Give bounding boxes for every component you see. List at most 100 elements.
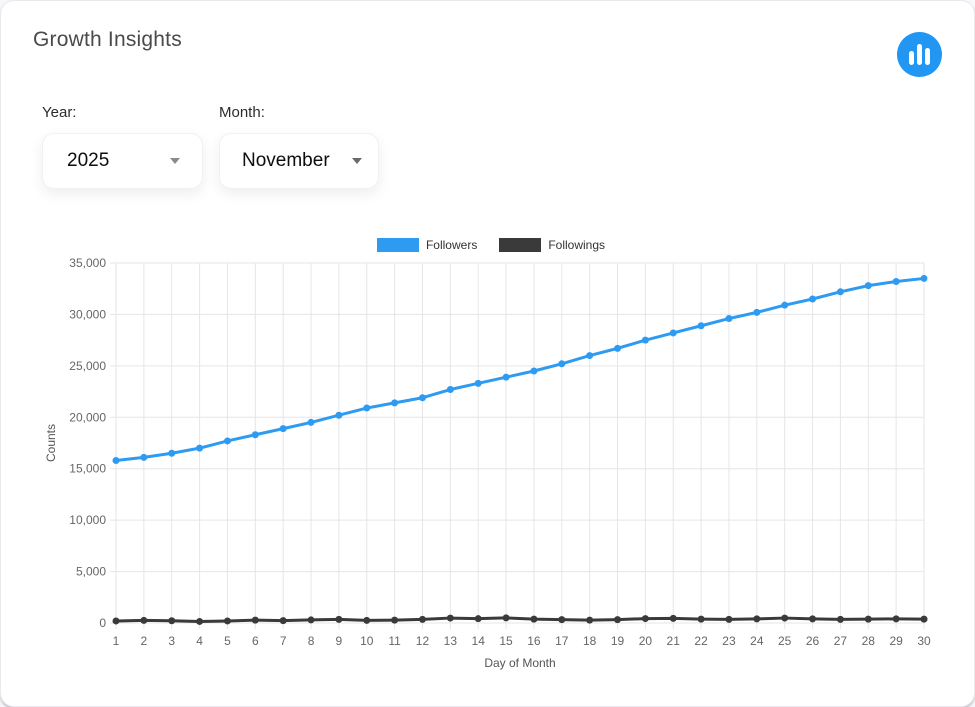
- x-tick-label: 22: [694, 634, 708, 648]
- data-point-followers[interactable]: [223, 437, 231, 445]
- data-point-followers[interactable]: [502, 373, 510, 381]
- data-point-followers[interactable]: [446, 386, 454, 394]
- data-point-followers[interactable]: [140, 453, 148, 461]
- y-axis-title: Counts: [44, 424, 58, 462]
- x-tick-label: 15: [499, 634, 513, 648]
- y-tick-label: 5,000: [76, 565, 106, 579]
- data-point-followings[interactable]: [446, 614, 454, 622]
- data-point-followings[interactable]: [781, 614, 789, 622]
- bar-chart-icon-bar: [909, 51, 914, 65]
- data-point-followers[interactable]: [836, 288, 844, 296]
- data-point-followers[interactable]: [725, 315, 733, 323]
- data-point-followings[interactable]: [530, 615, 538, 623]
- data-point-followings[interactable]: [168, 617, 176, 625]
- data-point-followings[interactable]: [251, 616, 259, 624]
- x-tick-label: 5: [224, 634, 231, 648]
- data-point-followers[interactable]: [669, 329, 677, 337]
- data-point-followings[interactable]: [418, 615, 426, 623]
- x-tick-label: 24: [750, 634, 764, 648]
- y-tick-label: 15,000: [69, 462, 106, 476]
- data-point-followers[interactable]: [641, 336, 649, 344]
- data-point-followers[interactable]: [809, 295, 817, 303]
- data-point-followers[interactable]: [753, 308, 761, 316]
- x-tick-label: 25: [778, 634, 792, 648]
- chevron-down-icon: [352, 158, 362, 164]
- x-tick-label: 26: [806, 634, 820, 648]
- data-point-followers[interactable]: [168, 449, 176, 457]
- data-point-followers[interactable]: [614, 344, 622, 352]
- data-point-followers[interactable]: [307, 418, 315, 426]
- data-point-followers[interactable]: [864, 282, 872, 290]
- x-tick-label: 23: [722, 634, 736, 648]
- x-tick-label: 19: [611, 634, 625, 648]
- data-point-followers[interactable]: [474, 379, 482, 387]
- data-point-followings[interactable]: [335, 615, 343, 623]
- legend-item-followings[interactable]: Followings: [499, 238, 605, 252]
- year-select[interactable]: 2025: [42, 133, 203, 189]
- y-tick-label: 30,000: [69, 307, 106, 321]
- data-point-followings[interactable]: [223, 617, 231, 625]
- data-point-followings[interactable]: [614, 616, 622, 624]
- data-point-followers[interactable]: [781, 301, 789, 309]
- data-point-followers[interactable]: [112, 456, 120, 464]
- data-point-followings[interactable]: [836, 615, 844, 623]
- x-tick-label: 4: [196, 634, 203, 648]
- data-point-followers[interactable]: [196, 444, 204, 452]
- data-point-followings[interactable]: [558, 616, 566, 624]
- data-point-followers[interactable]: [920, 274, 928, 282]
- data-point-followings[interactable]: [725, 615, 733, 623]
- x-tick-label: 28: [862, 634, 876, 648]
- data-point-followers[interactable]: [586, 352, 594, 360]
- data-point-followers[interactable]: [530, 367, 538, 375]
- data-point-followings[interactable]: [809, 615, 817, 623]
- data-point-followings[interactable]: [864, 615, 872, 623]
- x-tick-label: 6: [252, 634, 259, 648]
- data-point-followings[interactable]: [586, 616, 594, 624]
- data-point-followings[interactable]: [502, 614, 510, 622]
- data-point-followings[interactable]: [307, 616, 315, 624]
- x-tick-label: 3: [168, 634, 175, 648]
- data-point-followers[interactable]: [418, 394, 426, 402]
- data-point-followers[interactable]: [697, 322, 705, 330]
- data-point-followers[interactable]: [335, 411, 343, 419]
- month-select[interactable]: November: [219, 133, 379, 189]
- x-tick-label: 29: [889, 634, 903, 648]
- month-label: Month:: [219, 104, 265, 121]
- y-tick-label: 20,000: [69, 410, 106, 424]
- data-point-followers[interactable]: [892, 278, 900, 286]
- data-point-followers[interactable]: [363, 404, 371, 412]
- bar-chart-icon-bar: [917, 44, 922, 65]
- bar-chart-icon: [897, 32, 942, 77]
- x-tick-label: 20: [639, 634, 653, 648]
- data-point-followings[interactable]: [892, 615, 900, 623]
- page-title: Growth Insights: [33, 28, 182, 51]
- data-point-followings[interactable]: [697, 615, 705, 623]
- x-tick-label: 1: [113, 634, 120, 648]
- legend-item-followers[interactable]: Followers: [376, 238, 477, 252]
- data-point-followings[interactable]: [140, 616, 148, 624]
- data-point-followings[interactable]: [641, 615, 649, 623]
- data-point-followers[interactable]: [391, 399, 399, 407]
- data-point-followings[interactable]: [753, 615, 761, 623]
- growth-chart: Followers Followings 0 5,000 10,000 15,000 20…: [41, 229, 941, 681]
- data-point-followings[interactable]: [363, 616, 371, 624]
- series-line-followings: [114, 616, 926, 623]
- data-point-followings[interactable]: [196, 617, 204, 625]
- data-point-followings[interactable]: [112, 617, 120, 625]
- x-tick-label: 8: [308, 634, 315, 648]
- x-axis-title: Day of Month: [484, 656, 555, 670]
- data-point-followers[interactable]: [251, 431, 259, 439]
- data-point-followings[interactable]: [920, 615, 928, 623]
- x-tick-label: 16: [527, 634, 541, 648]
- data-point-followers[interactable]: [558, 360, 566, 368]
- data-point-followers[interactable]: [279, 425, 287, 433]
- x-tick-label: 17: [555, 634, 569, 648]
- data-point-followings[interactable]: [391, 616, 399, 624]
- data-point-followings[interactable]: [474, 615, 482, 623]
- data-point-followings[interactable]: [279, 617, 287, 625]
- x-tick-label: 9: [336, 634, 343, 648]
- data-point-followings[interactable]: [669, 614, 677, 622]
- chevron-down-icon: [170, 158, 180, 164]
- year-label: Year:: [42, 104, 77, 121]
